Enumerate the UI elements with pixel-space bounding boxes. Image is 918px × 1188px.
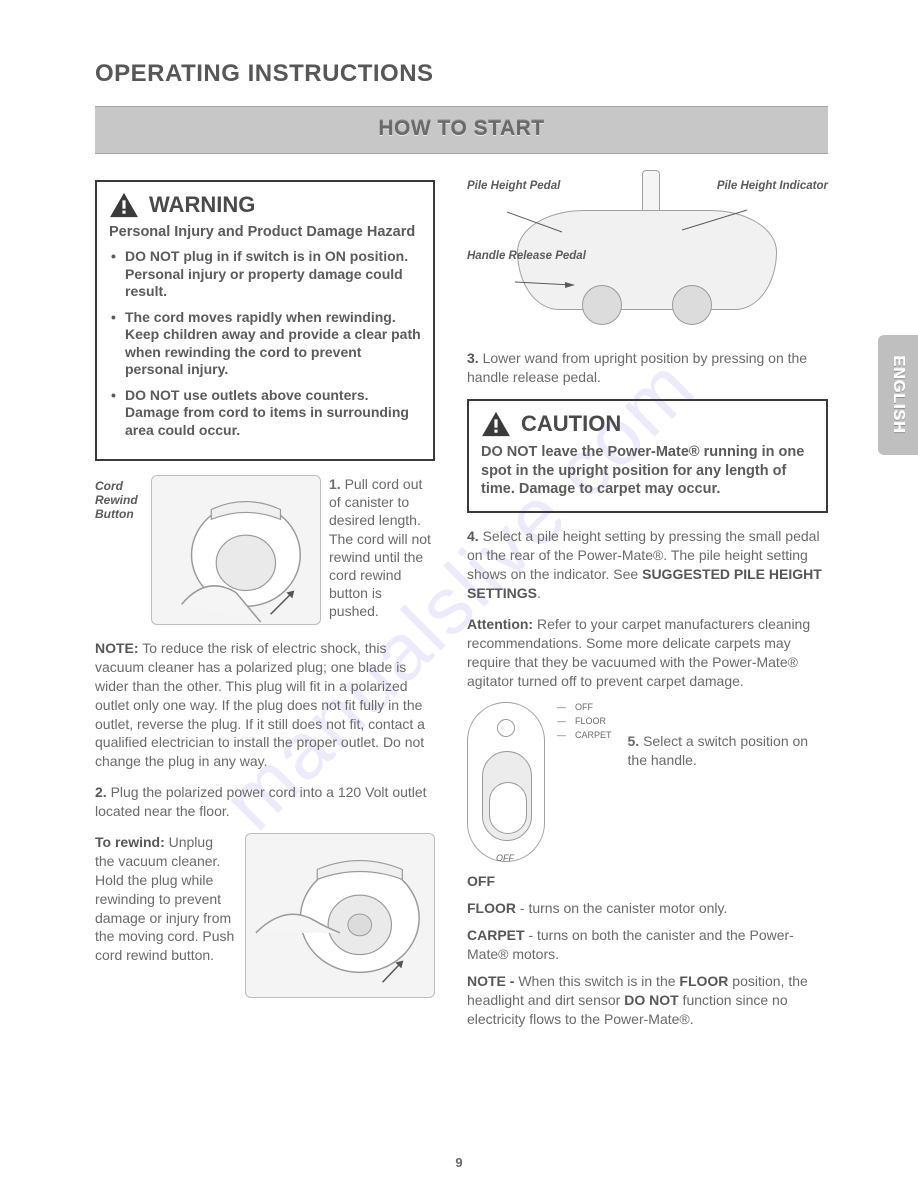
figure-switch-shape: OFF xyxy=(467,702,545,862)
section-banner: HOW TO START xyxy=(95,106,828,154)
switch-carpet-label: CARPET xyxy=(575,730,612,740)
warning-box: WARNING Personal Injury and Product Dama… xyxy=(95,180,435,461)
step-4-body-b: . xyxy=(537,585,541,601)
warning-bullet: The cord moves rapidly when rewinding. K… xyxy=(111,309,423,379)
left-column: WARNING Personal Injury and Product Dama… xyxy=(95,180,435,1029)
warning-bullet: DO NOT plug in if switch is in ON positi… xyxy=(111,248,423,301)
step-5-body: Select a switch position on the handle. xyxy=(628,733,809,767)
page-title: OPERATING INSTRUCTIONS xyxy=(95,60,828,88)
step-4-text: 4. Select a pile height setting by press… xyxy=(467,527,828,603)
note-polarized-plug: NOTE: To reduce the risk of electric sho… xyxy=(95,639,435,771)
step-3-lead: 3. xyxy=(467,350,479,366)
step-2-body: Plug the polarized power cord into a 120… xyxy=(95,784,427,819)
warning-bullet: DO NOT use outlets above counters. Damag… xyxy=(111,387,423,440)
note-switch-label: NOTE - xyxy=(467,973,518,989)
switch-led-shape xyxy=(497,719,515,737)
off-label: OFF xyxy=(467,873,495,889)
step-2-lead: 2. xyxy=(95,784,107,800)
note-label: NOTE: xyxy=(95,640,139,656)
step-1-lead: 1. xyxy=(329,476,341,492)
step-1-body: Pull cord out of canister to desired len… xyxy=(329,476,431,619)
step-5-text: 5. Select a switch position on the handl… xyxy=(628,702,828,768)
page-number: 9 xyxy=(455,1155,462,1170)
note-switch-a: When this switch is in the xyxy=(518,973,679,989)
warning-heading-row: WARNING xyxy=(109,192,423,218)
step-5-lead: 5. xyxy=(628,733,640,749)
step-1-text: 1. Pull cord out of canister to desired … xyxy=(329,475,435,625)
carpet-label: CARPET xyxy=(467,927,525,943)
powerhead-wheel-shape xyxy=(672,285,712,325)
rewind-label: To rewind: xyxy=(95,834,165,850)
attention-label: Attention: xyxy=(467,616,533,632)
carpet-line: CARPET - turns on both the canister and … xyxy=(467,926,828,964)
switch-floor-label: FLOOR xyxy=(575,716,606,726)
figure-cord-rewind-label: Cord Rewind Button xyxy=(95,475,143,625)
switch-button-shape xyxy=(489,782,527,834)
figure-powerhead-diagram: Pile Height Pedal Handle Release Pedal P… xyxy=(467,180,828,335)
switch-inner-shape xyxy=(482,751,532,841)
warning-list: DO NOT plug in if switch is in ON positi… xyxy=(109,248,423,439)
powerhead-wheel-shape xyxy=(582,285,622,325)
floor-body: - turns on the canister motor only. xyxy=(516,900,727,916)
warning-triangle-icon xyxy=(109,192,139,218)
step-3-body: Lower wand from upright position by pres… xyxy=(467,350,807,385)
note-switch-strong-b: DO NOT xyxy=(624,992,678,1008)
switch-off-label: OFF xyxy=(575,702,593,712)
figure-cord-rewind-row: Cord Rewind Button 1. Pull cord out of c… xyxy=(95,475,435,625)
caution-text: DO NOT leave the Power-Mate® running in … xyxy=(481,443,816,500)
floor-line: FLOOR - turns on the canister motor only… xyxy=(467,899,828,918)
caution-box: CAUTION DO NOT leave the Power-Mate® run… xyxy=(467,399,828,514)
caution-heading: CAUTION xyxy=(521,411,621,437)
label-pile-height-pedal: Pile Height Pedal xyxy=(467,180,560,193)
note-body: To reduce the risk of electric shock, th… xyxy=(95,640,425,769)
floor-label: FLOOR xyxy=(467,900,516,916)
rewind-body: Unplug the vacuum cleaner. Hold the plug… xyxy=(95,834,234,963)
attention-text: Attention: Refer to your carpet manufact… xyxy=(467,615,828,691)
rewind-text: To rewind: Unplug the vacuum cleaner. Ho… xyxy=(95,833,235,998)
note-switch-strong-a: FLOOR xyxy=(679,973,728,989)
rewind-row: To rewind: Unplug the vacuum cleaner. Ho… xyxy=(95,833,435,998)
note-switch: NOTE - When this switch is in the FLOOR … xyxy=(467,972,828,1029)
figure-cord-rewind-image xyxy=(151,475,321,625)
step-4-lead: 4. xyxy=(467,528,479,544)
warning-heading: WARNING xyxy=(149,192,255,218)
right-column: Pile Height Pedal Handle Release Pedal P… xyxy=(467,180,828,1029)
label-pile-height-indicator: Pile Height Indicator xyxy=(717,180,828,193)
switch-off-bottom-label: OFF xyxy=(496,853,514,863)
off-line: OFF xyxy=(467,872,828,891)
figure-rewind-image xyxy=(245,833,435,998)
figure-switch-row: OFF — OFF — FLOOR — CARPET xyxy=(467,702,828,862)
switch-side-labels: — OFF — FLOOR — CARPET xyxy=(557,702,612,768)
caution-triangle-icon xyxy=(481,411,511,437)
label-handle-release-pedal: Handle Release Pedal xyxy=(467,250,586,263)
step-3-text: 3. Lower wand from upright position by p… xyxy=(467,349,828,387)
warning-subheading: Personal Injury and Product Damage Hazar… xyxy=(109,224,423,240)
language-tab: ENGLISH xyxy=(878,335,918,455)
caution-heading-row: CAUTION xyxy=(481,411,816,437)
step-2-text: 2. Plug the polarized power cord into a … xyxy=(95,783,435,821)
